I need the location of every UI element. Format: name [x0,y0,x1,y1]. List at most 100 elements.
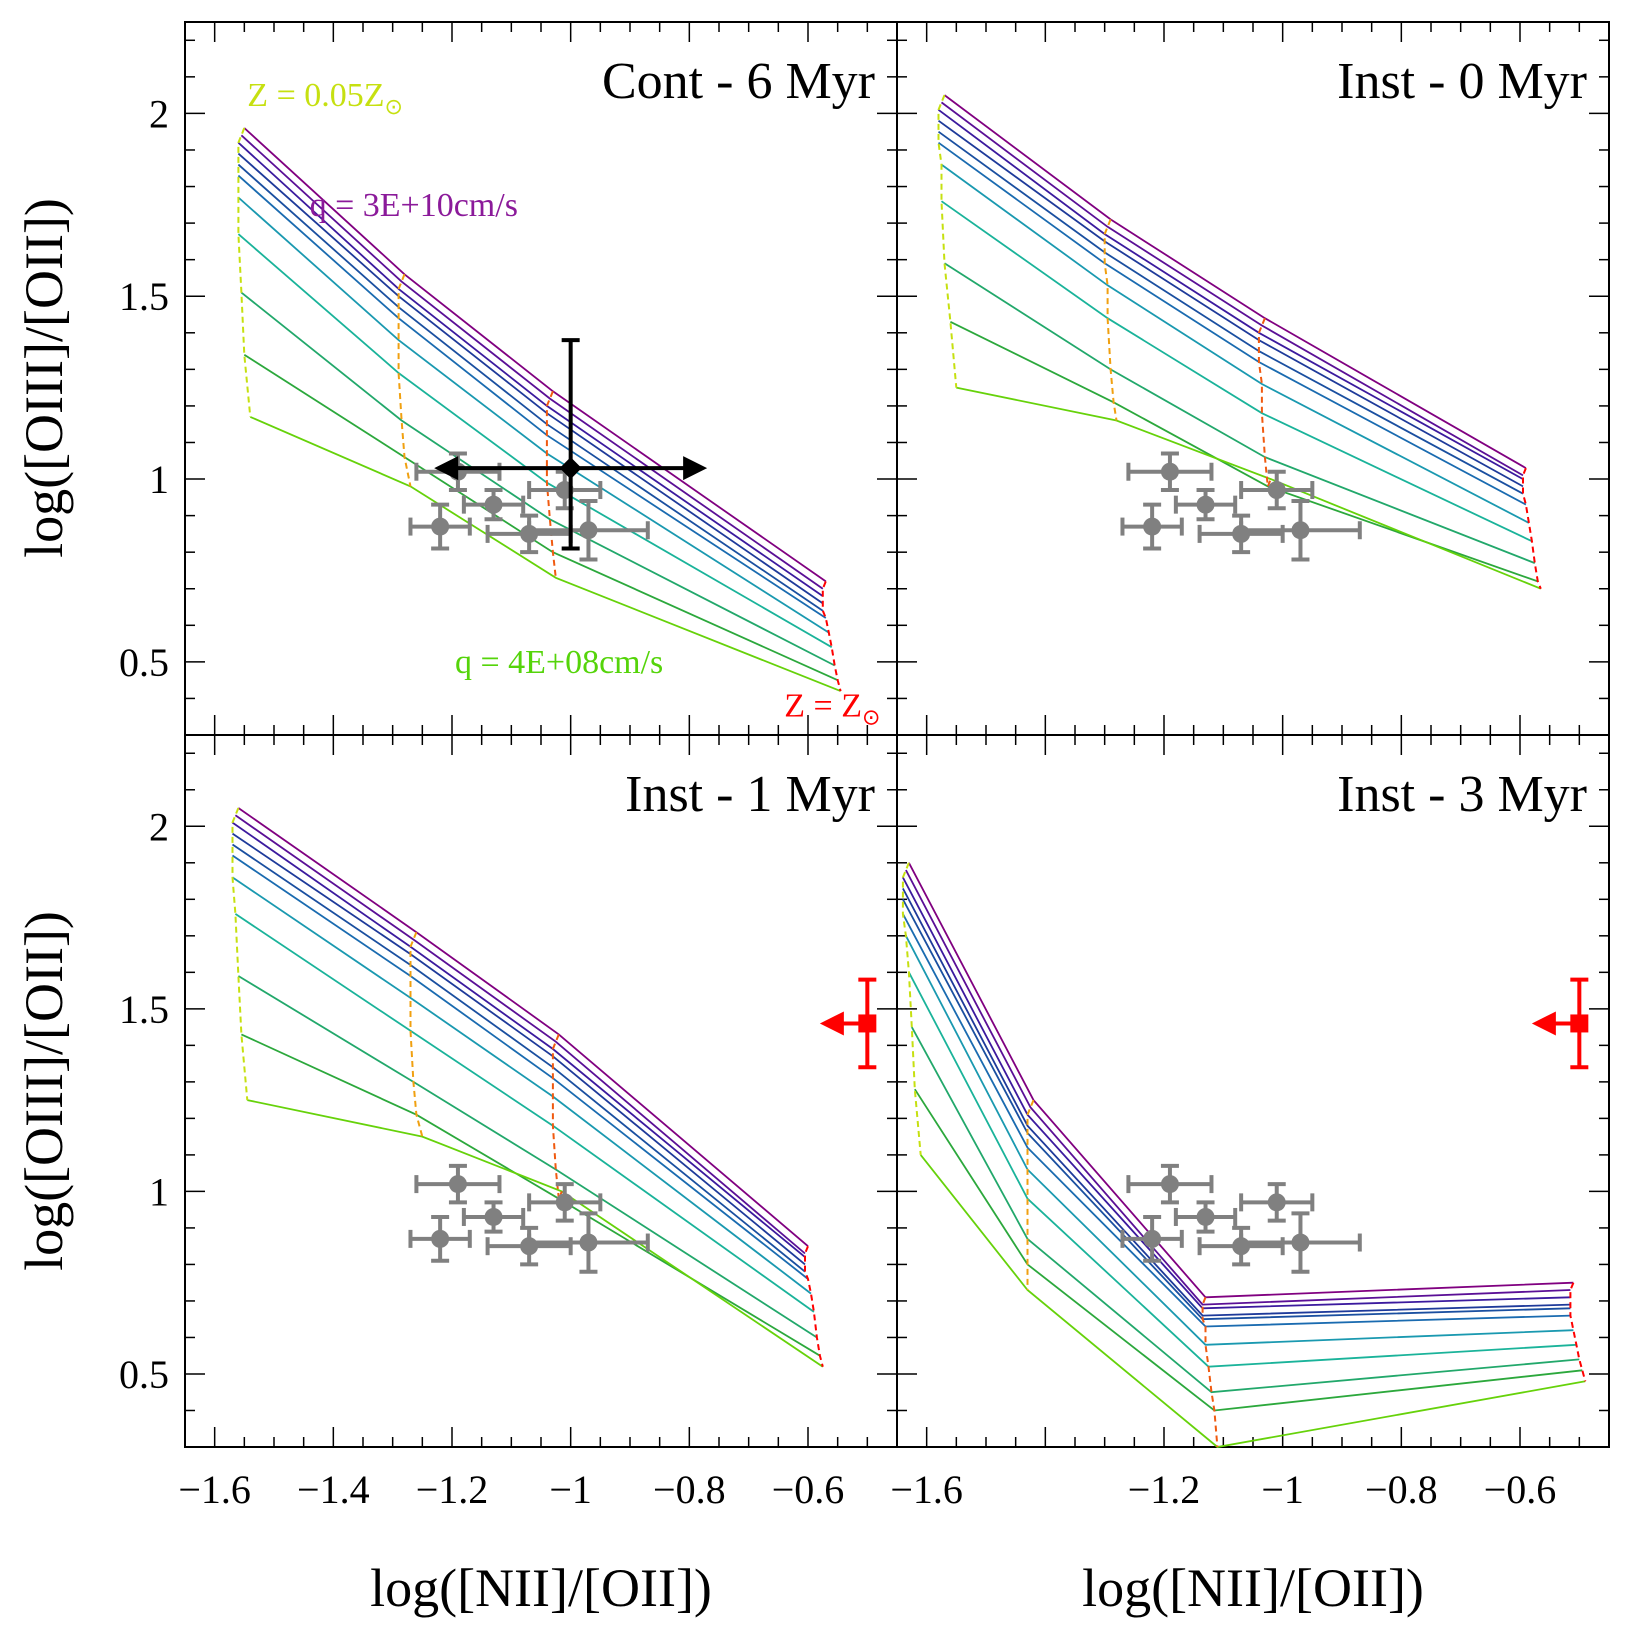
q-line-2E+09 [940,200,1533,543]
obs-point [448,1175,467,1194]
x-tick-label: −1.2 [416,1467,489,1512]
q-line-1E+10 [902,887,1571,1317]
y-axis-title-bottom: log([OIII]/[OII]) [14,911,74,1271]
annotation-q-low: q = 4E+08cm/s [455,644,663,681]
panel-1: Cont - 6 Myr 0.5 1 1.5 2 Z = 0.05Z⊙ q = 3E+10c… [119,21,898,736]
x-tick-label: −0.6 [772,1467,845,1512]
annotation-sub: ⊙ [385,94,403,119]
q-line-8E+09 [231,843,806,1273]
x-axis-title-left: log([NII]/[OII]) [370,1558,712,1618]
q-line-1.5E+10 [231,821,806,1258]
obs-point [431,517,450,536]
x-tick-label: −0.8 [1365,1467,1438,1512]
y-axis-title-top: log([OIII]/[OII]) [14,198,74,558]
x-tick-label: −0.8 [653,1467,726,1512]
q-line-4E+08 [956,386,1542,590]
obs-point [484,495,503,514]
obs-point [431,1229,450,1248]
q-line-2E+09 [908,971,1577,1368]
q-line-1.5E+10 [902,876,1571,1310]
obs-point [484,1207,503,1226]
q-line-3E+10 [908,862,1574,1299]
z-contour [1026,1099,1035,1290]
panel-title: Inst - 1 Myr [625,766,875,823]
red-point [858,1014,877,1033]
q-line-8E+09 [902,898,1571,1321]
red-point [1570,1014,1589,1033]
panel-title: Cont - 6 Myr [602,53,875,110]
x-axis-title-right: log([NII]/[OII]) [1082,1558,1424,1618]
q-line-1E+09 [911,1026,1580,1394]
q-line-6E+09 [937,141,1527,506]
y-tick-label: 1 [149,1169,169,1214]
obs-point [555,1193,574,1212]
obs-point [1291,1233,1310,1252]
z-contour [409,931,424,1137]
z-contour [551,1034,563,1200]
q-line-6E+09 [902,913,1571,1328]
annotation-q-high: q = 3E+10cm/s [310,187,518,224]
q-line-4E+09 [940,163,1530,524]
q-line-2E+09 [237,233,833,648]
q-line-4E+09 [231,876,812,1295]
q-line-2E+10 [234,814,806,1255]
obs-point [579,1233,598,1252]
q-line-1E+10 [937,119,1524,488]
z-contour [1569,1282,1587,1382]
y-tick-label: 0.5 [119,1352,169,1397]
panel-frame [184,21,898,736]
q-line-1E+09 [944,262,1536,564]
q-line-1E+09 [240,291,836,667]
z-contour [901,862,922,1155]
y-tick-label: 0.5 [119,640,169,685]
x-tick-label: −1.4 [297,1467,370,1512]
q-line-6E+09 [231,854,809,1280]
y-tick-label: 2 [149,804,169,849]
z-contour [937,94,958,388]
y-tick-label: 1.5 [119,987,169,1032]
obs-point [1291,521,1310,540]
x-tick-label: −1 [549,1467,592,1512]
q-line-2E+10 [905,869,1571,1306]
annotation-z-low: Z = 0.05Z⊙ [247,77,403,119]
x-tick-label: −1.2 [1128,1467,1201,1512]
q-line-4E+08 [249,416,841,692]
z-contour [821,581,842,692]
q-line-4E+09 [237,196,830,634]
annotation-sub: ⊙ [862,705,880,730]
stack-point [559,457,582,480]
q-line-7E+08 [914,1088,1583,1412]
q-line-1.5E+10 [237,142,824,597]
x-tick-label: −1 [1261,1467,1304,1512]
z-contour [397,273,412,487]
z-contour [804,1245,824,1367]
panel-frame [896,734,1610,1448]
q-line-2E+10 [240,134,824,590]
q-line-3E+10 [243,127,827,583]
q-line-6E+09 [237,174,827,619]
obs-point [579,521,598,540]
x-tick-label: −0.6 [1484,1467,1557,1512]
obs-point [1160,1175,1179,1194]
panel-4: Inst - 3 Myr −1.6 −1.2 −1 −0.8 −0.6 [890,734,1610,1512]
z-contour [1201,1296,1219,1448]
y-tick-label: 1 [149,457,169,502]
panel-frame [184,734,898,1448]
q-line-1E+09 [237,975,818,1339]
stack-arrow-right [683,456,708,481]
z-contour [231,807,249,1101]
obs-point [1160,462,1179,481]
x-tick-label: −1.6 [178,1467,251,1512]
y-tick-label: 2 [149,91,169,136]
z-contour [1257,317,1272,487]
panel-title: Inst - 3 Myr [1337,766,1587,823]
annotation-z-high: Z = Z⊙ [784,688,880,730]
stack-arrow-left [434,456,459,481]
y-tick-label: 1.5 [119,274,169,319]
q-line-8E+09 [937,130,1524,495]
q-line-4E+08 [247,1099,824,1368]
z-contour [1522,467,1542,590]
q-line-4E+08 [919,1154,1586,1448]
q-line-1.5E+10 [937,109,1524,480]
